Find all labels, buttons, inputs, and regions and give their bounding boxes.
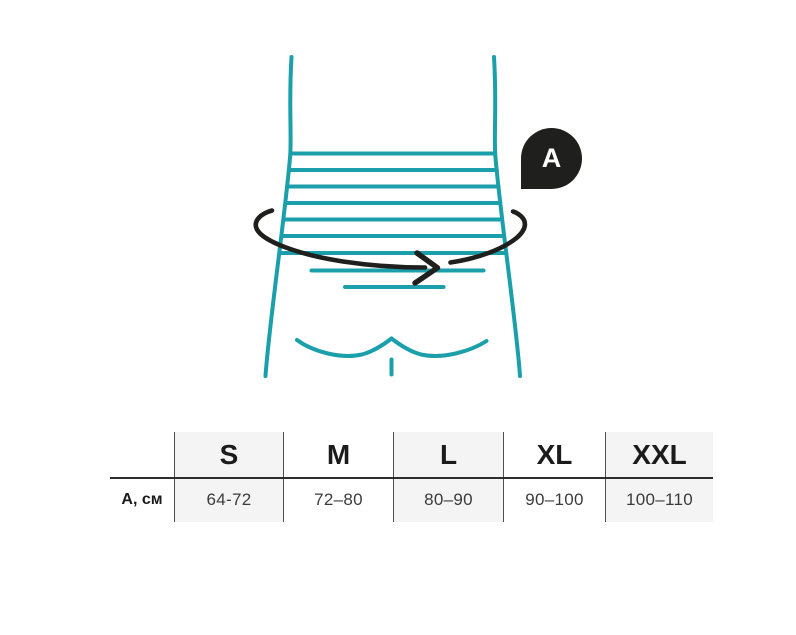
size-value-xxl: 100–110 bbox=[605, 478, 713, 522]
corner-cell bbox=[110, 432, 174, 478]
torso-diagram bbox=[253, 55, 528, 378]
size-value-s: 64-72 bbox=[174, 478, 283, 522]
size-value-l: 80–90 bbox=[393, 478, 503, 522]
size-header-s: S bbox=[174, 432, 283, 478]
buttocks-line bbox=[295, 336, 489, 377]
size-header-xxl: XXL bbox=[605, 432, 713, 478]
measurement-a-badge: A bbox=[521, 128, 582, 189]
header-divider-line bbox=[110, 477, 713, 479]
garment-bottom-lines bbox=[309, 268, 486, 289]
row-label-a-cm: А, см bbox=[121, 491, 163, 508]
badge-letter: A bbox=[541, 143, 562, 173]
size-header-xl: XL bbox=[503, 432, 605, 478]
torso-outline bbox=[263, 55, 522, 378]
waistband-stripes bbox=[278, 151, 508, 255]
size-table: S M L XL XXL А, см 64-72 72–80 80–90 90–… bbox=[110, 432, 713, 522]
size-header-m: M bbox=[283, 432, 393, 478]
size-value-m: 72–80 bbox=[283, 478, 393, 522]
arrow-head-icon bbox=[412, 250, 441, 286]
size-value-xl: 90–100 bbox=[503, 478, 605, 522]
measurement-arc bbox=[253, 208, 528, 286]
size-header-l: L bbox=[393, 432, 503, 478]
